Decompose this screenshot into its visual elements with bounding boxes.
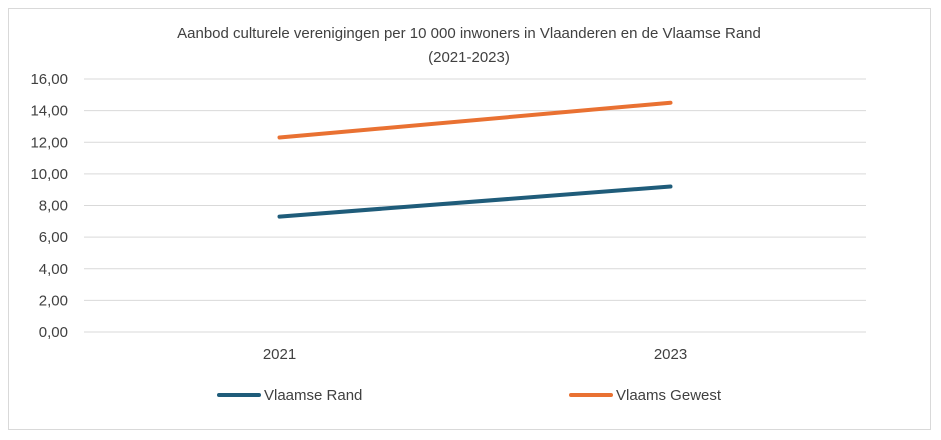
legend-label: Vlaams Gewest bbox=[616, 387, 722, 404]
x-tick-label: 2023 bbox=[654, 346, 687, 363]
y-tick-label: 12,00 bbox=[30, 134, 68, 151]
series-line-1 bbox=[277, 184, 673, 219]
y-axis-tick-labels: 0,00 2,00 4,00 6,00 8,00 10,00 12,00 14,00 16,00 bbox=[30, 71, 68, 341]
y-tick-label: 0,00 bbox=[39, 324, 68, 341]
chart-title-line-1: Aanbod culturele verenigingen per 10 000… bbox=[177, 25, 761, 42]
y-tick-label: 16,00 bbox=[30, 71, 68, 88]
x-tick-label: 2021 bbox=[263, 346, 296, 363]
series-lines bbox=[277, 100, 673, 219]
legend-label: Vlaamse Rand bbox=[264, 387, 362, 404]
chart-frame bbox=[8, 8, 931, 430]
legend: Vlaamse Rand Vlaams Gewest bbox=[217, 387, 722, 404]
y-tick-label: 14,00 bbox=[30, 103, 68, 120]
chart-title-line-2: (2021-2023) bbox=[428, 49, 510, 66]
y-tick-label: 8,00 bbox=[39, 198, 68, 215]
y-tick-label: 2,00 bbox=[39, 292, 68, 309]
series-line-2 bbox=[277, 100, 673, 140]
gridlines bbox=[84, 78, 866, 333]
y-tick-label: 10,00 bbox=[30, 166, 68, 183]
y-tick-label: 4,00 bbox=[39, 261, 68, 278]
y-tick-label: 6,00 bbox=[39, 229, 68, 246]
x-axis-tick-labels: 2021 2023 bbox=[263, 346, 687, 363]
